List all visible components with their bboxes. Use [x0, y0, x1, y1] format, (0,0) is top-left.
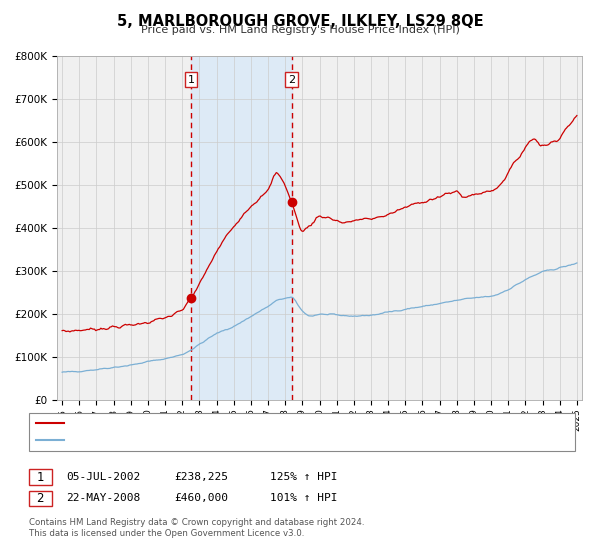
Text: 5, MARLBOROUGH GROVE, ILKLEY, LS29 8QE: 5, MARLBOROUGH GROVE, ILKLEY, LS29 8QE	[116, 14, 484, 29]
Text: 2: 2	[288, 74, 295, 85]
Text: 101% ↑ HPI: 101% ↑ HPI	[270, 493, 337, 503]
Text: Price paid vs. HM Land Registry's House Price Index (HPI): Price paid vs. HM Land Registry's House …	[140, 25, 460, 35]
Text: 22-MAY-2008: 22-MAY-2008	[66, 493, 140, 503]
Text: £238,225: £238,225	[174, 472, 228, 482]
Bar	[191, 56, 292, 400]
Text: Contains HM Land Registry data © Crown copyright and database right 2024.: Contains HM Land Registry data © Crown c…	[29, 518, 364, 527]
Text: £460,000: £460,000	[174, 493, 228, 503]
Text: 5, MARLBOROUGH GROVE, ILKLEY, LS29 8QE (detached house): 5, MARLBOROUGH GROVE, ILKLEY, LS29 8QE (…	[70, 418, 379, 428]
Text: 2: 2	[37, 492, 44, 505]
Text: 05-JUL-2002: 05-JUL-2002	[66, 472, 140, 482]
Text: 1: 1	[187, 74, 194, 85]
Text: This data is licensed under the Open Government Licence v3.0.: This data is licensed under the Open Gov…	[29, 529, 304, 538]
Text: HPI: Average price, detached house, Bradford: HPI: Average price, detached house, Brad…	[70, 435, 293, 445]
Text: 1: 1	[37, 470, 44, 484]
Text: 125% ↑ HPI: 125% ↑ HPI	[270, 472, 337, 482]
